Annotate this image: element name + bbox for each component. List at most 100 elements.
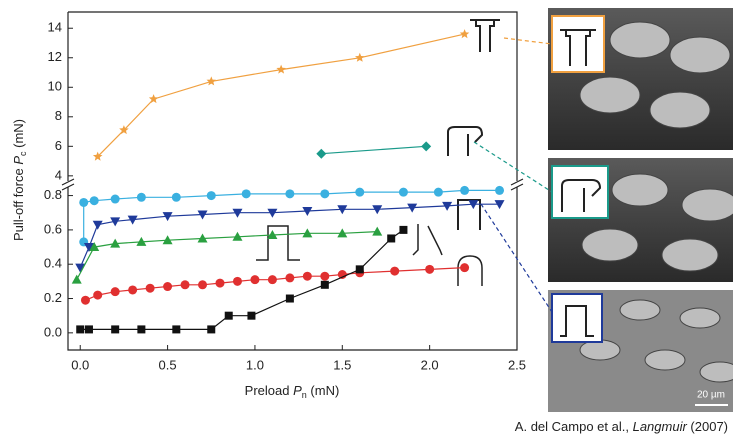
- x-label-var: P: [293, 383, 302, 398]
- point: [224, 311, 233, 320]
- point: [494, 200, 505, 210]
- point: [110, 194, 120, 204]
- point: [372, 226, 383, 236]
- scale-bar: 20 µm: [697, 390, 725, 401]
- x-label-sub: n: [302, 390, 307, 400]
- y-tick-label: 0.6: [44, 221, 62, 236]
- pillar-icons: [256, 19, 500, 286]
- x-tick-label: 0.0: [71, 357, 89, 372]
- point: [320, 189, 330, 199]
- point: [337, 205, 348, 215]
- point: [267, 275, 277, 285]
- point: [250, 275, 260, 285]
- point: [468, 200, 479, 210]
- series-line: [321, 145, 427, 155]
- point: [267, 208, 278, 218]
- y-label-text: Pull-off force: [11, 168, 26, 241]
- y-tick-label: 0.4: [44, 256, 62, 271]
- axis-break: [61, 178, 524, 191]
- point: [198, 280, 208, 290]
- point: [232, 208, 243, 218]
- point: [145, 283, 155, 293]
- point: [163, 282, 173, 292]
- point: [197, 210, 208, 220]
- y2-tick-label: 4: [55, 167, 62, 182]
- y2-tick-label: 6: [55, 138, 62, 153]
- point: [302, 228, 313, 238]
- point: [110, 238, 121, 248]
- point: [162, 212, 173, 222]
- point: [390, 266, 400, 276]
- point: [127, 215, 138, 225]
- credit-authors: A. del Campo et al.,: [515, 419, 629, 434]
- point: [84, 325, 93, 334]
- x-tick-label: 1.5: [333, 357, 351, 372]
- point: [442, 201, 453, 211]
- point: [136, 236, 147, 246]
- point: [83, 243, 94, 253]
- series-line: [85, 267, 465, 301]
- point: [433, 187, 443, 197]
- point: [232, 276, 242, 286]
- series-line: [97, 33, 465, 158]
- point: [171, 192, 181, 202]
- point: [110, 217, 121, 227]
- point: [316, 148, 327, 159]
- point: [92, 151, 103, 161]
- credit-journal: Langmuir: [633, 419, 688, 434]
- credit-year: (2007): [690, 419, 728, 434]
- point: [302, 271, 312, 281]
- point: [119, 125, 129, 135]
- point: [421, 141, 432, 152]
- point: [93, 290, 103, 300]
- point: [110, 287, 120, 297]
- micrographs: 20 µm: [548, 8, 733, 412]
- y-tick-label: 0.0: [44, 324, 62, 339]
- y-label-var: P: [11, 156, 26, 165]
- point: [206, 191, 216, 201]
- point: [387, 234, 396, 243]
- point: [232, 231, 243, 241]
- point: [459, 29, 470, 39]
- point: [407, 203, 418, 213]
- y-tick-label: 0.8: [44, 187, 62, 202]
- point: [247, 311, 256, 320]
- point: [398, 187, 408, 197]
- point: [355, 265, 364, 274]
- connectors: [473, 37, 553, 313]
- point: [285, 189, 295, 199]
- x-tick-label: 0.5: [159, 357, 177, 372]
- y2-tick-label: 8: [55, 108, 62, 123]
- series-line: [79, 203, 500, 268]
- point: [207, 325, 216, 334]
- y-label-sub: c: [18, 151, 28, 156]
- point: [355, 187, 365, 197]
- point: [460, 185, 470, 195]
- point: [285, 294, 294, 303]
- y-tick-label: 0.2: [44, 290, 62, 305]
- point: [460, 263, 470, 273]
- point: [137, 325, 146, 334]
- y-label-unit: (mN): [11, 119, 26, 148]
- point: [162, 235, 173, 245]
- axes-frame: [67, 11, 518, 351]
- x-tick-label: 2.5: [508, 357, 526, 372]
- point: [425, 264, 435, 274]
- point: [76, 325, 85, 334]
- y2-tick-label: 12: [48, 49, 62, 64]
- credit: A. del Campo et al., Langmuir (2007): [515, 419, 728, 434]
- point: [276, 64, 286, 74]
- point: [355, 52, 365, 62]
- point: [320, 280, 329, 289]
- point: [71, 274, 82, 284]
- x-tick-label: 2.0: [421, 357, 439, 372]
- point: [267, 230, 278, 240]
- point: [79, 197, 89, 207]
- point: [285, 273, 295, 283]
- point: [206, 76, 216, 86]
- point: [148, 94, 159, 104]
- point: [302, 207, 313, 217]
- y2-tick-label: 10: [48, 79, 62, 94]
